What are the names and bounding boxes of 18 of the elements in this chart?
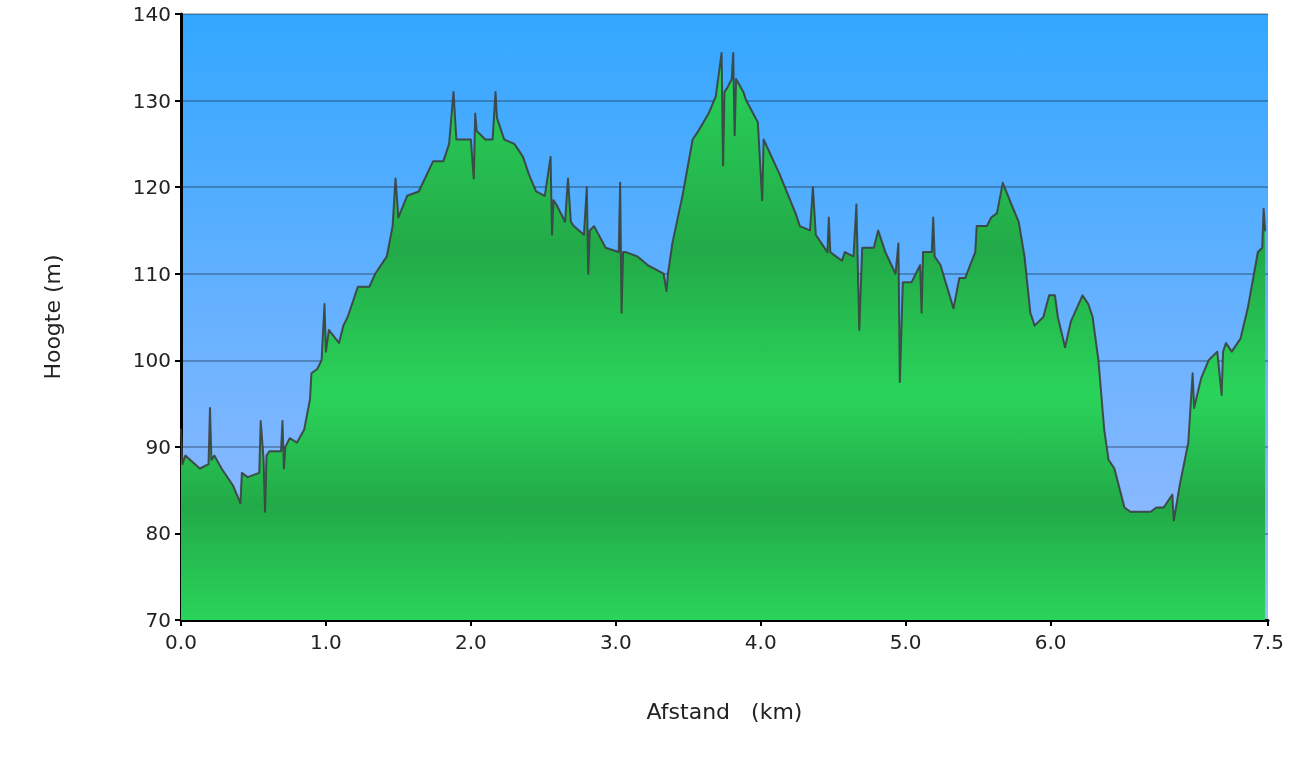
x-tick-label: 2.0 xyxy=(454,630,487,654)
y-tick-label: 80 xyxy=(145,521,171,546)
y-tick-label: 100 xyxy=(132,348,171,373)
y-tick-label: 110 xyxy=(132,261,171,286)
y-tick-label: 140 xyxy=(132,2,171,26)
x-tick-label: 6.0 xyxy=(1034,630,1067,654)
x-axis-title: Afstand (km) xyxy=(646,698,803,724)
y-tick-label: 70 xyxy=(145,608,171,632)
x-tick-label: 0.0 xyxy=(165,630,197,654)
x-tick-label: 5.0 xyxy=(889,630,922,654)
x-tick-label: 7.5 xyxy=(1252,630,1284,654)
x-tick-label: 4.0 xyxy=(744,630,777,654)
y-axis-title: Hoogte (m) xyxy=(39,254,65,380)
x-tick-label: 1.0 xyxy=(310,630,342,654)
y-tick-label: 120 xyxy=(132,175,171,200)
y-tick-label: 90 xyxy=(145,434,171,459)
x-tick-label: 3.0 xyxy=(599,630,632,654)
y-tick-label: 130 xyxy=(132,88,171,113)
